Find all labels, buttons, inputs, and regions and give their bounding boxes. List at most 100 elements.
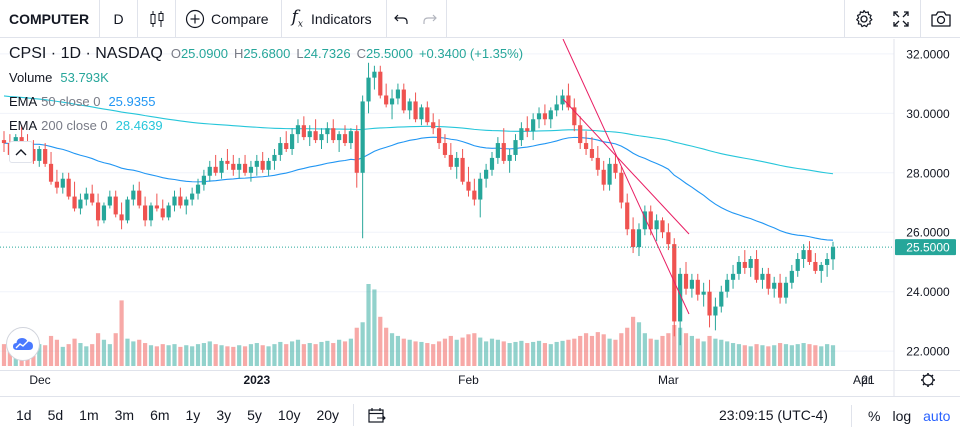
compare-button[interactable]: Compare [176,0,282,38]
candle-body [366,77,371,102]
chart-type-button[interactable] [138,0,176,38]
candle-body [454,157,459,167]
candle [630,217,636,254]
candle-body [595,157,600,170]
candle [789,264,794,289]
volume-bar [289,341,295,366]
legend-ema50-row[interactable]: EMA 50 close 0 25.9355 [9,92,523,116]
legend-collapse-button[interactable] [9,141,33,163]
candle [431,113,436,135]
range-button-1y[interactable]: 1y [185,407,201,423]
candle-body [260,160,265,170]
candle [219,157,224,179]
redo-icon [423,14,438,24]
range-button-20y[interactable]: 20y [316,407,340,423]
undo-button[interactable] [387,0,415,38]
candle [554,95,559,117]
range-button-3y[interactable]: 3y [216,407,232,423]
volume-bar [248,344,254,366]
trend-channel[interactable] [562,39,690,315]
candle-body [119,214,124,221]
range-button-5y[interactable]: 5y [247,407,262,423]
volume-bar [742,345,747,366]
range-button-10y[interactable]: 10y [277,407,301,423]
clock-timezone[interactable]: 23:09:15 (UTC-4) [719,407,828,423]
volume-bar [454,339,459,366]
range-button-6m[interactable]: 6m [150,407,170,423]
candle-body [766,273,771,289]
volume-bar [613,339,618,366]
volume-bar [566,339,571,366]
symbol-search-button[interactable]: COMPUTER [0,0,100,38]
tradingview-logo-button[interactable] [6,327,40,361]
volume-bar [460,337,465,366]
candle [742,250,747,274]
price-tick-label: 24.0000 [906,285,950,299]
indicators-button[interactable]: fx Indicators [282,0,387,38]
redo-button[interactable] [415,0,447,38]
volume-bar [60,346,65,366]
volume-bar [625,327,630,366]
candle-body [413,101,418,120]
candle-body [466,181,471,191]
ema50-label: EMA [9,94,38,109]
candle [560,89,565,111]
volume-bar [619,333,624,366]
candle [636,223,642,257]
volume-bar [131,341,136,366]
candle [231,154,236,176]
candle [707,279,712,328]
candle-body [342,134,348,144]
low-label: L [296,46,304,61]
candle-body [448,154,453,167]
candle [772,276,777,298]
candle-body [442,143,448,155]
volume-bar [484,341,489,366]
candle-body [613,163,618,173]
auto-scale-button[interactable]: auto [923,407,951,424]
volume-bar [184,345,189,366]
fullscreen-button[interactable] [882,0,920,38]
legend-ema200-row[interactable]: EMA 200 close 0 28.4639 [9,116,523,140]
candle [454,151,459,179]
volume-bar [589,335,595,366]
settings-button[interactable] [844,0,882,38]
range-button-5d[interactable]: 5d [47,407,64,423]
candle [713,297,718,331]
camera-icon [930,11,951,27]
volume-bar [425,343,430,366]
candle-body [313,131,318,141]
candle [348,128,353,149]
volume-bar [730,343,736,366]
log-scale-button[interactable]: log [892,407,912,424]
volume-bar [548,344,553,366]
candle-body [284,143,289,149]
candle [830,241,836,270]
volume-value: 53.793K [60,70,109,85]
volume-bar [572,338,577,366]
volume-bar [66,344,71,366]
date-range-button[interactable] [360,407,394,423]
range-button-3m[interactable]: 3m [114,407,135,423]
volume-bar [795,344,800,366]
candle-body [178,196,183,206]
open-label: O [170,46,181,61]
candle [607,157,612,191]
percent-scale-button[interactable]: % [868,407,881,424]
axis-settings-icon[interactable] [921,373,935,387]
volume-bar [495,339,500,366]
volume-bar [466,334,471,366]
candle [448,143,453,170]
snapshot-button[interactable] [920,0,960,38]
candle [360,95,365,239]
volume-bar [554,341,559,366]
range-button-1m[interactable]: 1m [79,407,99,423]
candle [31,140,36,164]
interval-button[interactable]: D [100,0,138,38]
candle-body [60,178,65,188]
volume-bar [225,346,230,366]
time-tick-label: Dec [29,373,50,387]
legend-volume-row[interactable]: Volume 53.793K [9,68,523,92]
range-button-1d[interactable]: 1d [16,407,32,423]
volume-bar [101,339,107,366]
